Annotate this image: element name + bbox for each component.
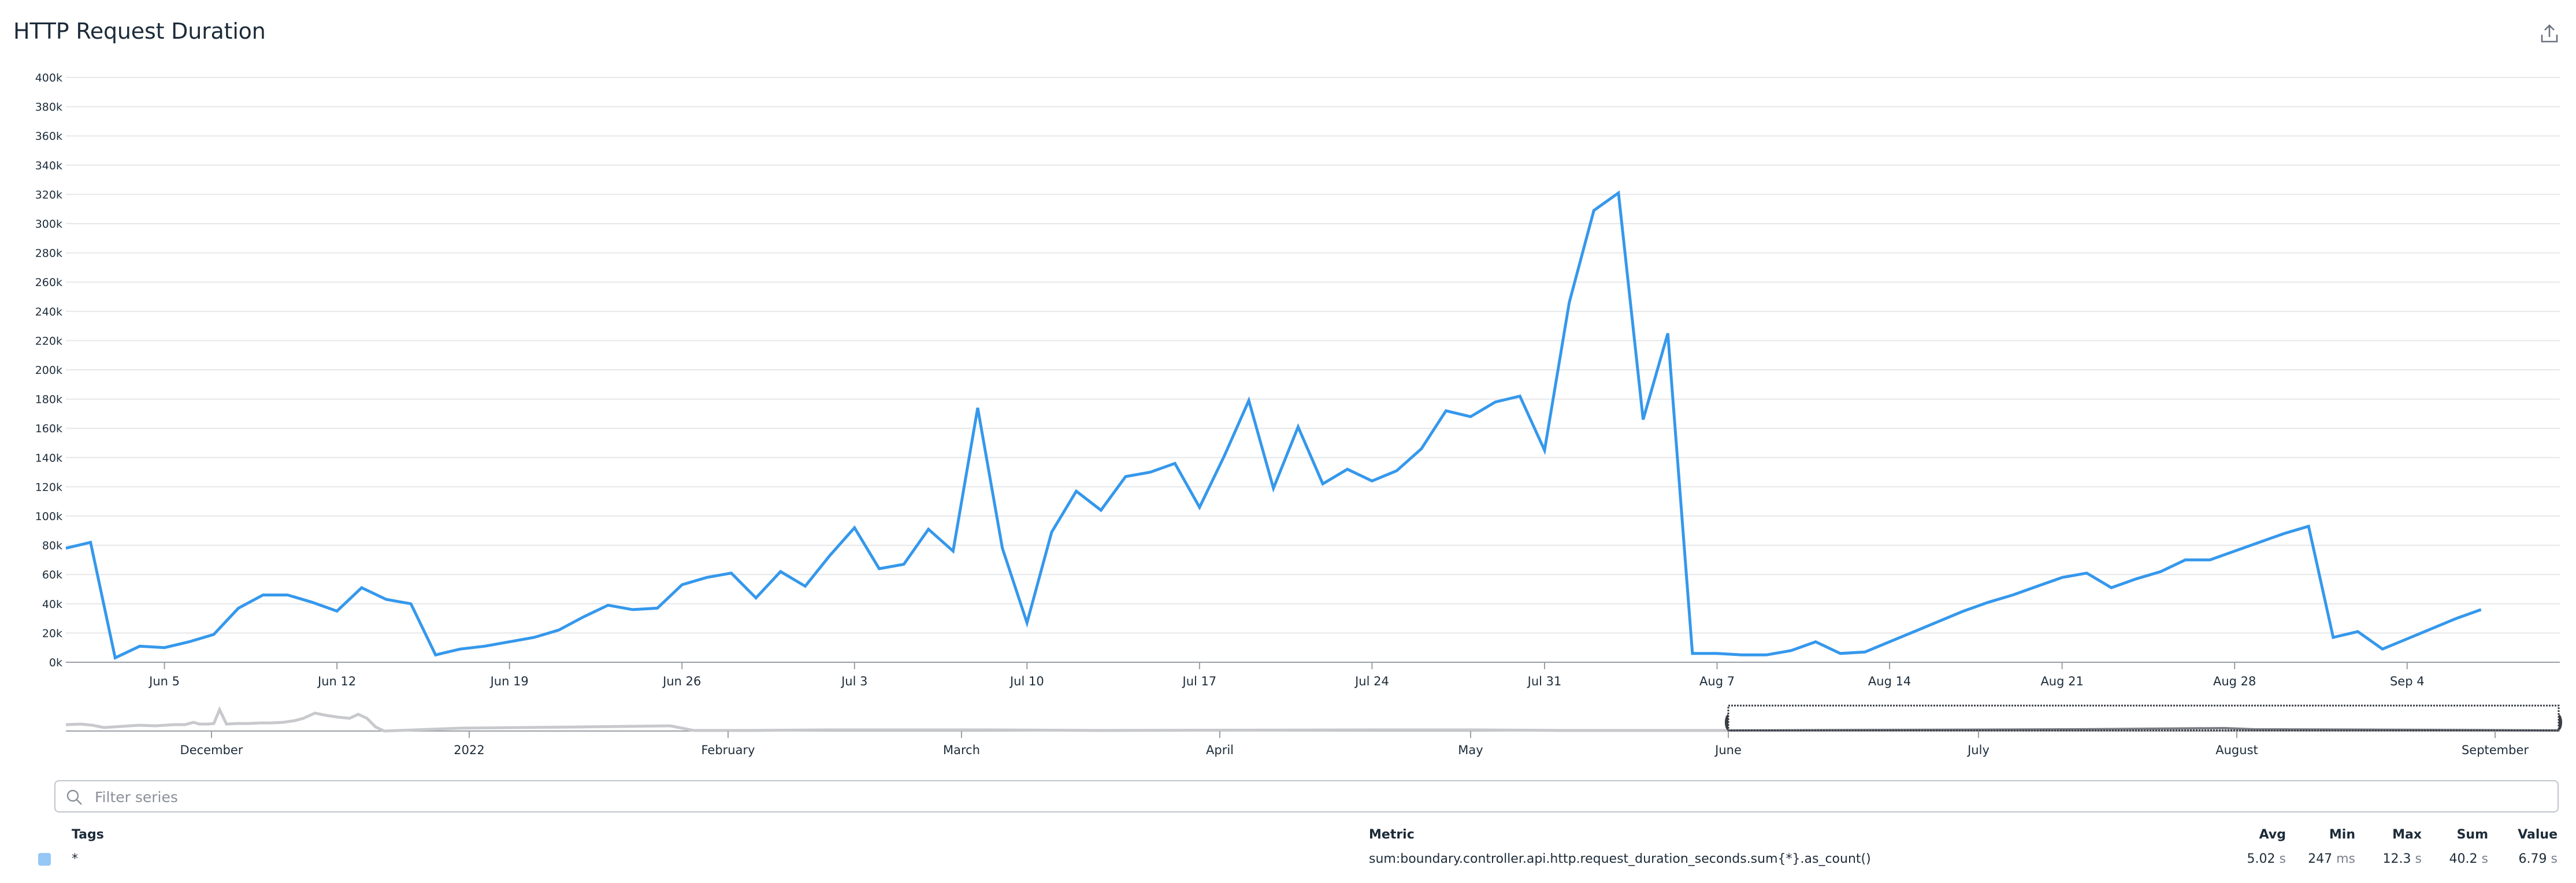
y-tick-label: 200k	[35, 364, 62, 377]
y-tick-label: 240k	[35, 306, 62, 318]
export-share-icon	[2541, 24, 2558, 43]
y-tick-label: 260k	[35, 276, 62, 289]
x-tick-label: Aug 21	[2040, 674, 2083, 688]
y-tick-label: 360k	[35, 130, 62, 143]
legend-header-avg[interactable]: Avg	[2259, 828, 2286, 842]
x-tick-label: Jul 3	[840, 674, 867, 688]
legend-row-metric: sum:boundary.controller.api.http.request…	[1369, 852, 1871, 866]
series-color-swatch[interactable]	[38, 853, 51, 866]
y-tick-label: 320k	[35, 188, 62, 201]
export-button[interactable]	[2538, 22, 2561, 45]
search-icon	[66, 789, 82, 805]
x-tick-label: Jul 17	[1182, 674, 1217, 688]
x-tick-label: Aug 7	[1699, 674, 1735, 688]
y-tick-label: 400k	[35, 72, 62, 84]
legend-row-sum: 40.2 s	[2449, 852, 2488, 866]
y-tick-label: 300k	[35, 218, 62, 231]
x-tick-label: Sep 4	[2390, 674, 2425, 688]
y-tick-label: 380k	[35, 101, 62, 114]
navigator-selection-window[interactable]	[1727, 704, 2560, 732]
y-tick-label: 120k	[35, 481, 62, 494]
y-tick-label: 180k	[35, 394, 62, 406]
legend-header-value[interactable]: Value	[2518, 828, 2558, 842]
y-gridlines	[66, 77, 2560, 634]
x-tick-label: Jun 12	[317, 674, 356, 688]
legend-header-metric[interactable]: Metric	[1369, 828, 1415, 842]
navigator-overview-line	[65, 706, 1728, 733]
y-tick-label: 340k	[35, 159, 62, 172]
navigator-label: December	[180, 743, 243, 757]
navigator-label: February	[701, 743, 755, 757]
x-tick-label: Jul 10	[1009, 674, 1044, 688]
series-line[interactable]	[65, 190, 2482, 661]
x-tick-label: Jun 19	[489, 674, 529, 688]
legend-header-sum[interactable]: Sum	[2456, 828, 2488, 842]
navigator-right-handle[interactable]	[2559, 714, 2562, 730]
legend-table: Tags Metric Avg Min Max Sum Value * sum:…	[0, 821, 2576, 883]
navigator-label: July	[1966, 743, 1989, 757]
legend-row-value: 6.79 s	[2518, 852, 2558, 866]
widget-title: HTTP Request Duration	[13, 18, 266, 44]
x-axis: Jun 5 Jun 12 Jun 19 Jun 26 Jul 3 Jul 10 Jul 17…	[66, 662, 2560, 688]
legend-row-avg: 5.02 s	[2247, 852, 2286, 866]
y-tick-label: 20k	[42, 627, 62, 640]
navigator-left-handle[interactable]	[1725, 714, 1728, 730]
y-tick-label: 160k	[35, 422, 62, 435]
x-tick-label: Jun 26	[662, 674, 701, 688]
y-tick-label: 140k	[35, 452, 62, 465]
y-tick-label: 280k	[35, 247, 62, 260]
y-axis: 0k 20k 40k 60k 80k 100k 120k 140k 160k 180k 200k 22…	[35, 72, 62, 669]
filter-series-input[interactable]	[94, 785, 2523, 809]
legend-row-max: 12.3 s	[2382, 852, 2422, 866]
x-tick-label: Jul 31	[1527, 674, 1562, 688]
y-tick-label: 220k	[35, 335, 62, 347]
filter-series-field[interactable]	[54, 780, 2559, 812]
x-tick-label: Jul 24	[1354, 674, 1389, 688]
y-tick-label: 80k	[42, 540, 62, 552]
y-tick-label: 100k	[35, 510, 62, 523]
x-tick-label: Aug 14	[1868, 674, 1911, 688]
navigator-label: April	[1206, 743, 1234, 757]
navigator-label: March	[943, 743, 980, 757]
legend-row-tags: *	[72, 852, 78, 866]
navigator-label: September	[2462, 743, 2529, 757]
x-tick-label: Jun 5	[148, 674, 180, 688]
legend-header-max[interactable]: Max	[2392, 828, 2422, 842]
y-tick-label: 60k	[42, 569, 62, 581]
navigator-label: 2022	[454, 743, 484, 757]
navigator-label: August	[2215, 743, 2258, 757]
navigator-label: May	[1458, 743, 1483, 757]
time-navigator[interactable]: December 2022 February March April May June Jul…	[65, 704, 2562, 757]
legend-header-min[interactable]: Min	[2329, 828, 2355, 842]
y-tick-label: 0k	[49, 656, 62, 669]
y-tick-label: 40k	[42, 598, 62, 611]
navigator-label: June	[1714, 743, 1742, 757]
timeseries-chart[interactable]: 0k 20k 40k 60k 80k 100k 120k 140k 160k 180k 200k 22…	[0, 0, 2576, 769]
x-tick-label: Aug 28	[2213, 674, 2256, 688]
legend-header-tags[interactable]: Tags	[72, 828, 104, 842]
legend-row-min: 247 ms	[2308, 852, 2355, 866]
